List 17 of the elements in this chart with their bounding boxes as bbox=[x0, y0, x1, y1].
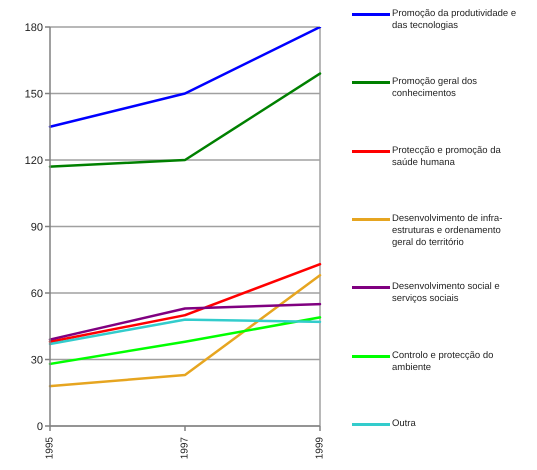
legend-label: Controlo e protecção do ambiente bbox=[392, 350, 494, 374]
y-tick-label: 120 bbox=[24, 154, 43, 167]
y-tick-label: 60 bbox=[30, 288, 43, 300]
legend-label: Desenvolvimento social e serviços sociais bbox=[392, 281, 501, 306]
legend-label: Outra bbox=[392, 418, 417, 430]
y-tick-label: 150 bbox=[24, 88, 43, 100]
legend-label: Promoção geral dos conhecimentos bbox=[392, 76, 478, 100]
y-tick-label: 0 bbox=[36, 420, 43, 433]
y-tick-label: 180 bbox=[24, 22, 43, 34]
legend-label: Promoção da produtividade e das tecnologias bbox=[392, 8, 518, 32]
x-tick-label: 1997 bbox=[180, 436, 190, 460]
y-tick-label: 90 bbox=[30, 221, 43, 234]
legend-label: Desenvolvimento de infra-estruturas e ordenamento geral do território bbox=[392, 213, 504, 249]
x-tick-label: 1999 bbox=[314, 436, 326, 460]
y-tick-label: 30 bbox=[30, 354, 43, 366]
legend-label: Protecção e promoção da saúde humana bbox=[392, 144, 502, 169]
x-tick-label: 1995 bbox=[44, 436, 56, 460]
